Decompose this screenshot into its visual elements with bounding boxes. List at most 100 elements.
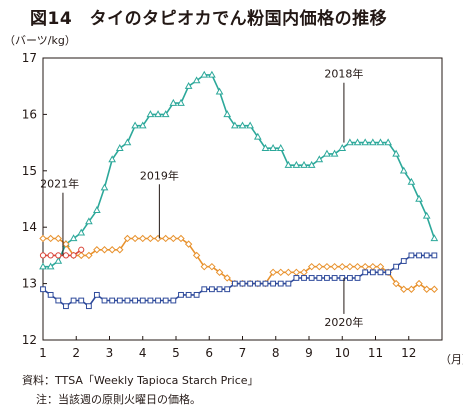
data-point-2019 [100,246,109,254]
series-2021 [39,246,85,259]
annotation-label-2020: 2020年 [324,315,363,329]
data-point-2018 [223,110,232,118]
series-line-2020 [42,254,435,308]
data-point-2020 [400,258,407,264]
data-point-2018 [46,262,55,270]
y-tick-label: 15 [22,164,37,178]
data-point-2018 [115,144,124,151]
data-point-2018 [399,166,408,174]
data-point-2019 [215,268,224,277]
x-tick-label: 6 [205,346,213,360]
data-point-2018 [261,144,270,151]
data-point-2019 [415,279,423,288]
data-point-2019 [400,285,408,293]
data-point-2019 [269,268,277,277]
data-point-2020 [285,280,292,287]
x-tick-label: 3 [106,346,114,360]
data-point-2018 [422,211,431,219]
chart-title: 図14 タイのタピオカでん粉国内価格の推移 [30,9,388,29]
data-point-2020 [101,297,108,304]
data-point-2018 [246,121,254,129]
data-point-2020 [408,252,415,259]
data-point-2018 [430,234,439,242]
data-point-2020 [339,275,346,281]
data-point-2019 [277,268,285,277]
data-point-2018 [330,149,339,157]
data-point-2020 [201,286,208,293]
data-point-2018 [407,177,416,185]
data-point-2018 [346,138,354,146]
data-point-2020 [224,286,231,293]
data-point-2020 [331,275,338,281]
x-tick-label: 7 [239,346,247,360]
data-point-2019 [131,234,139,243]
data-point-2020 [216,286,223,293]
data-point-2018 [138,121,147,129]
data-point-2018 [123,138,132,146]
data-point-2021 [47,252,54,259]
data-point-2020 [369,269,376,276]
data-point-2020 [254,280,261,287]
data-point-2019 [93,246,101,254]
data-point-2020 [70,297,77,304]
x-axis-unit-label: （月） [440,353,463,366]
data-point-2019 [192,251,201,260]
data-point-2018 [85,217,93,225]
y-tick-label: 12 [22,333,37,347]
data-point-2018 [284,160,293,168]
data-point-2019 [430,285,439,293]
data-point-2019 [116,246,124,254]
data-point-2018 [238,121,247,129]
data-point-2020 [262,280,269,287]
data-point-2019 [284,268,293,277]
data-point-2019 [422,285,431,293]
data-point-2020 [239,280,246,287]
source-note: 資料：TTSA「Weekly Tapioca Starch Price」 [22,374,259,387]
data-point-2018 [315,155,324,163]
chart-series [39,70,439,310]
data-point-2020 [423,252,430,259]
data-point-2019 [177,234,185,243]
x-tick-label: 8 [272,346,280,360]
data-point-2018 [69,234,78,242]
data-point-2021 [39,252,47,259]
data-point-2018 [177,98,185,106]
data-point-2020 [139,297,146,304]
data-point-2020 [132,297,139,304]
y-tick-label: 14 [22,220,37,234]
data-point-2020 [78,297,85,304]
data-point-2018 [415,194,423,202]
y-axis-unit-label: （バーツ/kg） [4,34,76,47]
data-point-2019 [169,234,178,243]
data-point-2019 [323,262,331,271]
x-tick-label: 5 [172,346,180,360]
data-point-2019 [123,234,132,243]
data-point-2020 [354,275,361,281]
data-point-2018 [376,138,385,146]
data-point-2020 [63,303,69,310]
data-point-2018 [54,256,63,264]
data-point-2020 [316,275,323,281]
data-point-2018 [353,138,362,146]
data-point-2019 [407,285,416,293]
data-point-2020 [277,280,284,287]
data-point-2020 [85,303,92,310]
data-point-2018 [269,144,277,151]
data-point-2020 [55,297,62,304]
data-point-2018 [215,87,224,95]
data-point-2019 [108,246,116,254]
chart-annotations: 2018年 2019年 2021年 2020年 [40,67,363,329]
data-point-2019 [139,234,147,243]
chart-axes [42,57,443,341]
data-point-2021 [62,252,70,259]
data-point-2019 [161,234,170,243]
data-point-2019 [77,251,85,260]
data-point-2021 [55,252,62,259]
data-point-2019 [369,262,377,271]
data-point-2019 [184,240,193,248]
data-point-2020 [185,291,192,298]
x-tick-label: 10 [335,346,350,360]
series-2018 [39,70,439,270]
x-tick-label: 12 [401,346,416,360]
